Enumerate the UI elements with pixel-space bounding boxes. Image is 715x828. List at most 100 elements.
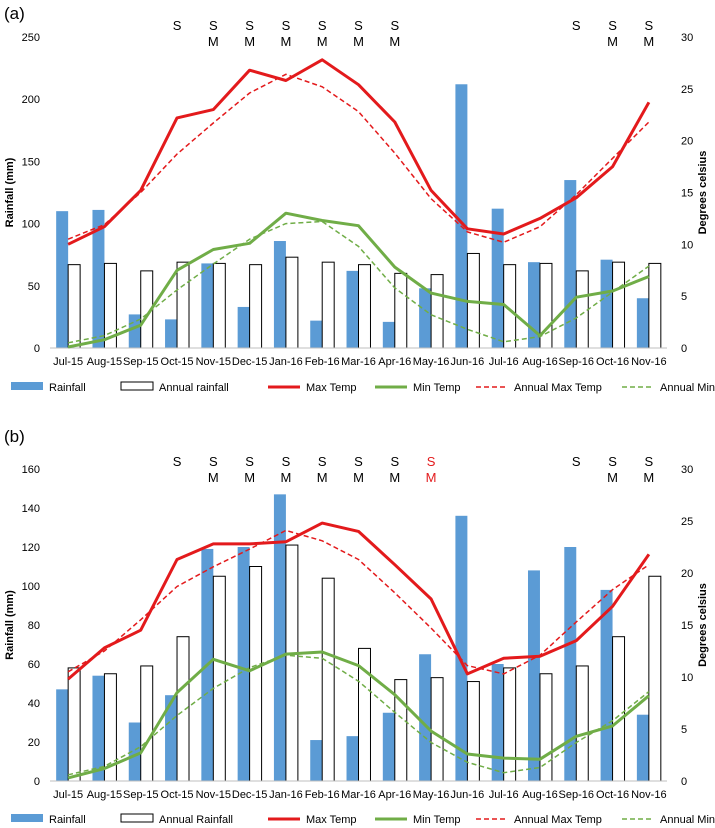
bar-annual-rainfall: [612, 636, 626, 782]
annotation-marker: S: [427, 454, 436, 469]
y2-tick-label: 25: [681, 84, 693, 96]
annotation-marker: S: [209, 454, 218, 469]
x-tick-label: May-16: [413, 356, 450, 368]
y-tick-label: 200: [22, 94, 40, 106]
annotation-marker: M: [389, 34, 400, 49]
annotation-marker: S: [245, 454, 254, 469]
x-tick-label: Jul-15: [53, 356, 83, 368]
legend-label: Min Temp: [413, 814, 460, 826]
bar-annual-rainfall: [612, 261, 626, 349]
bar-annual-rainfall: [430, 274, 444, 349]
bar-rainfall: [491, 208, 504, 348]
legend-swatch-rainfall: [11, 382, 43, 390]
bar-annual-rainfall: [539, 673, 553, 782]
x-tick-label: Dec-15: [232, 356, 267, 368]
bar-rainfall: [636, 298, 649, 348]
bar-rainfall: [310, 320, 323, 348]
y-tick-label: 120: [22, 542, 40, 554]
annotation-marker: S: [354, 454, 363, 469]
annotation-marker: S: [572, 18, 581, 33]
bar-annual-rainfall: [394, 272, 408, 349]
x-tick-label: Oct-16: [596, 789, 629, 801]
bar-rainfall: [382, 321, 395, 348]
x-tick-label: Jul-16: [489, 789, 519, 801]
legend-label: Max Temp: [306, 382, 357, 394]
y-tick-label: 0: [34, 343, 40, 355]
bar-rainfall: [455, 515, 468, 781]
y2-tick-label: 20: [681, 136, 693, 148]
x-tick-label: Nov-16: [631, 356, 666, 368]
bar-annual-rainfall: [648, 262, 662, 349]
x-tick-label: Feb-16: [305, 789, 340, 801]
annotation-marker: S: [209, 18, 218, 33]
chart-panel-b: (b) 0 20 40 60 80 100 120 140 160 0 5 10 15 20 25 30 Rain…: [4, 427, 715, 826]
x-tick-label: Jan-16: [269, 356, 303, 368]
annotation-marker: S: [390, 18, 399, 33]
y-tick-label: 100: [22, 219, 40, 231]
y-tick-label: 80: [28, 620, 40, 632]
bar-rainfall: [419, 654, 432, 781]
bar-rainfall: [346, 736, 359, 781]
annotation-marker: M: [244, 470, 255, 485]
annotation-marker: S: [608, 18, 617, 33]
y-tick-label: 150: [22, 156, 40, 168]
bar-rainfall: [527, 570, 540, 781]
bar-rainfall: [165, 319, 178, 348]
annotation-marker: S: [608, 454, 617, 469]
y2-tick-label: 25: [681, 516, 693, 528]
bar-rainfall: [419, 288, 432, 348]
y2-tick-label: 0: [681, 776, 687, 788]
annotation-marker: S: [173, 18, 182, 33]
bar-rainfall: [455, 84, 468, 348]
y2-axis-title: Degrees celsius: [697, 151, 709, 235]
bar-annual-rainfall: [648, 575, 662, 782]
legend-label: Annual Rainfall: [159, 814, 233, 826]
series-line-annual-max-temp: [67, 73, 650, 244]
annotation-marker: M: [607, 34, 618, 49]
bar-annual-rainfall: [321, 261, 335, 349]
bar-rainfall: [92, 209, 105, 348]
x-tick-label: May-16: [413, 789, 450, 801]
bar-annual-rainfall: [176, 636, 190, 782]
annotation-marker: M: [317, 470, 328, 485]
annotation-marker: S: [645, 454, 654, 469]
bar-annual-rainfall: [285, 544, 299, 782]
x-tick-label: Dec-15: [232, 789, 267, 801]
y2-tick-label: 30: [681, 464, 693, 476]
annotation-marker: M: [353, 34, 364, 49]
y2-tick-label: 0: [681, 343, 687, 355]
bar-rainfall: [346, 270, 359, 348]
bar-rainfall: [237, 547, 250, 781]
legend-label: Annual Min Temp: [660, 382, 715, 394]
x-tick-label: Jul-16: [489, 356, 519, 368]
series-line-max-temp: [67, 58, 651, 246]
legend-swatch-annual-rainfall: [120, 813, 154, 823]
legend-label: Rainfall: [49, 382, 86, 394]
bar-rainfall: [201, 263, 214, 348]
bar-annual-rainfall: [249, 566, 263, 782]
y2-tick-label: 10: [681, 672, 693, 684]
panel-label: (b): [4, 427, 25, 446]
y-axis-title: Rainfall (mm): [4, 157, 16, 227]
bar-rainfall: [491, 664, 504, 781]
bar-rainfall: [636, 714, 649, 781]
y2-tick-label: 15: [681, 188, 693, 200]
bar-annual-rainfall: [67, 667, 81, 782]
legend-swatch-rainfall: [11, 814, 43, 822]
y2-tick-label: 5: [681, 724, 687, 736]
x-tick-label: Mar-16: [341, 356, 376, 368]
bar-rainfall: [165, 695, 178, 781]
annotation-marker: M: [607, 470, 618, 485]
x-tick-label: Apr-16: [378, 789, 411, 801]
bar-annual-rainfall: [285, 256, 299, 349]
y-tick-label: 100: [22, 581, 40, 593]
bar-annual-rainfall: [466, 681, 480, 782]
bar-annual-rainfall: [67, 264, 81, 349]
legend-label: Rainfall: [49, 814, 86, 826]
annotation-marker: M: [208, 34, 219, 49]
x-tick-label: Nov-16: [631, 789, 666, 801]
x-tick-label: Aug-16: [522, 789, 557, 801]
annotation-marker: M: [426, 470, 437, 485]
annotation-marker: S: [282, 454, 291, 469]
